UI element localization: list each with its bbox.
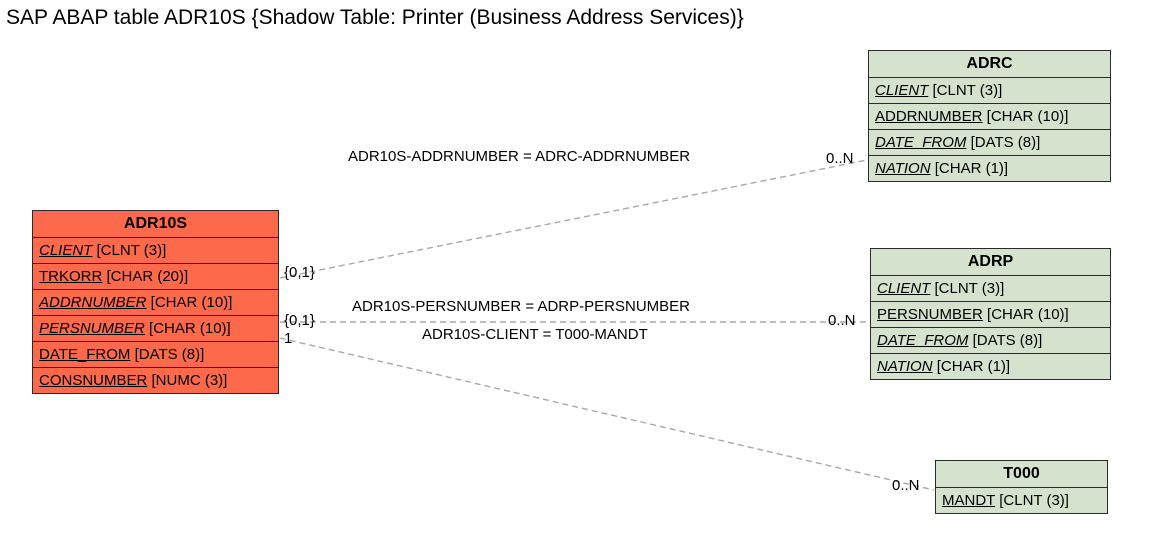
entity-adr10s: ADR10SCLIENT [CLNT (3)]TRKORR [CHAR (20)…: [32, 210, 279, 394]
entity-adrc: ADRCCLIENT [CLNT (3)]ADDRNUMBER [CHAR (1…: [868, 50, 1111, 182]
entity-row: CLIENT [CLNT (3)]: [871, 276, 1110, 302]
entity-row: TRKORR [CHAR (20)]: [33, 264, 278, 290]
entity-row: DATE_FROM [DATS (8)]: [33, 342, 278, 368]
entity-row: PERSNUMBER [CHAR (10)]: [33, 316, 278, 342]
entity-header-adrp: ADRP: [871, 249, 1110, 276]
label-rel1: ADR10S-ADDRNUMBER = ADRC-ADDRNUMBER: [348, 148, 690, 165]
label-card_right2: 0..N: [828, 312, 856, 329]
label-card_left2: {0,1}: [284, 312, 315, 329]
entity-row: NATION [CHAR (1)]: [869, 156, 1110, 181]
entity-row: CONSNUMBER [NUMC (3)]: [33, 368, 278, 393]
entity-row: CLIENT [CLNT (3)]: [869, 78, 1110, 104]
entity-header-adr10s: ADR10S: [33, 211, 278, 238]
label-rel2: ADR10S-PERSNUMBER = ADRP-PERSNUMBER: [352, 298, 690, 315]
entity-row: ADDRNUMBER [CHAR (10)]: [869, 104, 1110, 130]
entity-t000: T000MANDT [CLNT (3)]: [935, 460, 1108, 514]
entity-row: MANDT [CLNT (3)]: [936, 488, 1107, 513]
entity-row: NATION [CHAR (1)]: [871, 354, 1110, 379]
entity-adrp: ADRPCLIENT [CLNT (3)]PERSNUMBER [CHAR (1…: [870, 248, 1111, 380]
entity-row: ADDRNUMBER [CHAR (10)]: [33, 290, 278, 316]
entity-row: DATE_FROM [DATS (8)]: [869, 130, 1110, 156]
label-card_left1: {0,1}: [284, 264, 315, 281]
entity-row: DATE_FROM [DATS (8)]: [871, 328, 1110, 354]
page-title: SAP ABAP table ADR10S {Shadow Table: Pri…: [6, 6, 744, 30]
entity-row: PERSNUMBER [CHAR (10)]: [871, 302, 1110, 328]
label-card_right3: 0..N: [892, 477, 920, 494]
entity-header-adrc: ADRC: [869, 51, 1110, 78]
label-card_right1: 0..N: [826, 150, 854, 167]
entity-row: CLIENT [CLNT (3)]: [33, 238, 278, 264]
entity-header-t000: T000: [936, 461, 1107, 488]
label-card_left3: 1: [284, 330, 292, 347]
label-rel3: ADR10S-CLIENT = T000-MANDT: [422, 326, 648, 343]
